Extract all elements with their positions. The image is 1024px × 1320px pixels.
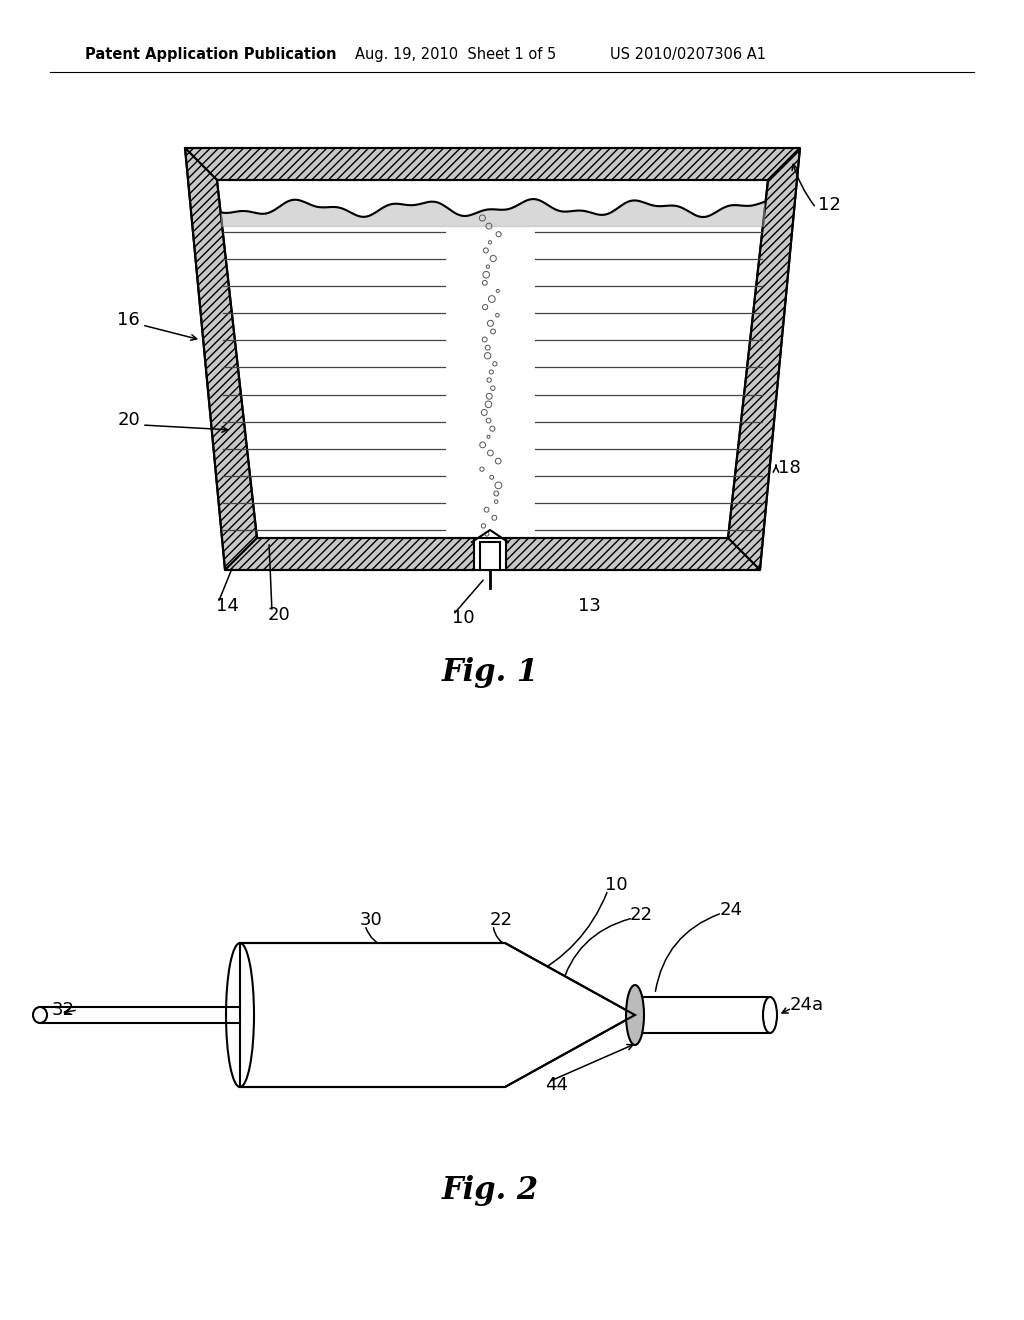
Text: 24a: 24a	[790, 997, 824, 1014]
Text: 22: 22	[630, 906, 653, 924]
Text: 32: 32	[52, 1001, 75, 1019]
Text: 20: 20	[268, 606, 291, 624]
Text: 44: 44	[545, 1076, 568, 1094]
Polygon shape	[225, 539, 474, 570]
Text: Aug. 19, 2010  Sheet 1 of 5: Aug. 19, 2010 Sheet 1 of 5	[355, 48, 556, 62]
Text: 10: 10	[605, 876, 628, 894]
Text: 18: 18	[778, 459, 801, 477]
Text: US 2010/0207306 A1: US 2010/0207306 A1	[610, 48, 766, 62]
Polygon shape	[185, 148, 257, 570]
Polygon shape	[240, 942, 635, 1086]
Text: 20: 20	[118, 411, 140, 429]
Text: 13: 13	[578, 597, 601, 615]
Polygon shape	[217, 180, 768, 539]
Text: 14: 14	[216, 597, 239, 615]
Text: 22: 22	[490, 911, 513, 929]
Text: 30: 30	[360, 911, 383, 929]
Text: 10: 10	[452, 609, 475, 627]
Ellipse shape	[226, 942, 254, 1086]
Text: Fig. 2: Fig. 2	[441, 1175, 539, 1205]
Text: 24: 24	[720, 902, 743, 919]
Text: 12: 12	[818, 195, 841, 214]
Text: Fig. 1: Fig. 1	[441, 656, 539, 688]
Ellipse shape	[626, 985, 644, 1045]
Text: Patent Application Publication: Patent Application Publication	[85, 48, 337, 62]
Polygon shape	[506, 539, 760, 570]
Bar	[480, 543, 500, 570]
Polygon shape	[185, 148, 800, 180]
Polygon shape	[728, 148, 800, 570]
Ellipse shape	[763, 997, 777, 1034]
Text: 16: 16	[118, 312, 140, 329]
Ellipse shape	[33, 1007, 47, 1023]
